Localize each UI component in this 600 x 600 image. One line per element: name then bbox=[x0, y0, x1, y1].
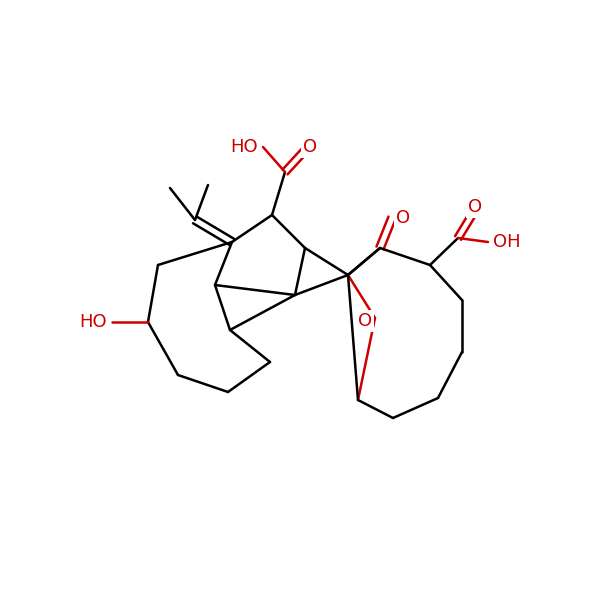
Text: O: O bbox=[468, 198, 482, 216]
Text: O: O bbox=[396, 209, 410, 227]
Text: O: O bbox=[303, 138, 317, 156]
Text: OH: OH bbox=[493, 233, 521, 251]
Text: HO: HO bbox=[79, 313, 107, 331]
Text: HO: HO bbox=[230, 138, 258, 156]
Text: O: O bbox=[358, 312, 372, 330]
